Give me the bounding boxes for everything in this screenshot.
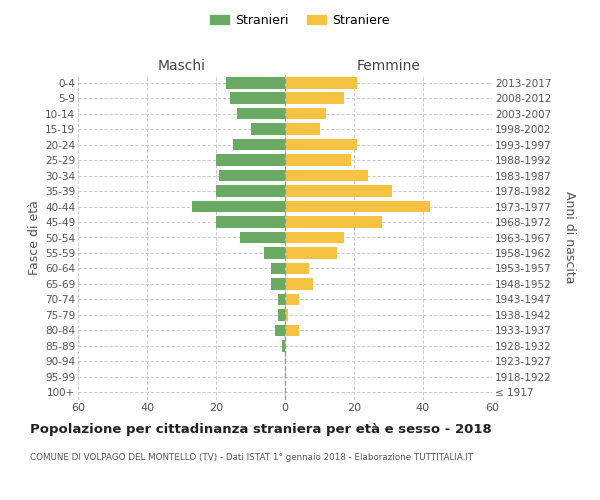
Bar — [271, 278, 285, 289]
Bar — [251, 124, 285, 135]
Bar — [285, 278, 313, 289]
Bar — [220, 170, 285, 181]
Bar — [285, 170, 368, 181]
Bar — [285, 247, 337, 259]
Bar — [285, 232, 344, 243]
Bar — [216, 216, 285, 228]
Bar — [285, 124, 320, 135]
Bar — [237, 108, 285, 120]
Bar — [275, 324, 285, 336]
Bar — [278, 294, 285, 305]
Bar — [285, 216, 382, 228]
Bar — [233, 139, 285, 150]
Text: Femmine: Femmine — [356, 58, 421, 72]
Bar — [285, 186, 392, 197]
Text: Popolazione per cittadinanza straniera per età e sesso - 2018: Popolazione per cittadinanza straniera p… — [30, 422, 492, 436]
Legend: Stranieri, Straniere: Stranieri, Straniere — [205, 8, 395, 32]
Bar — [216, 186, 285, 197]
Bar — [285, 324, 299, 336]
Bar — [285, 92, 344, 104]
Bar — [271, 262, 285, 274]
Bar — [192, 200, 285, 212]
Bar — [216, 154, 285, 166]
Bar — [285, 294, 299, 305]
Bar — [285, 309, 289, 320]
Bar — [265, 247, 285, 259]
Y-axis label: Anni di nascita: Anni di nascita — [563, 191, 575, 284]
Bar — [285, 108, 326, 120]
Bar — [285, 139, 358, 150]
Bar — [278, 309, 285, 320]
Bar — [285, 262, 309, 274]
Bar — [285, 154, 350, 166]
Bar — [281, 340, 285, 351]
Bar — [285, 200, 430, 212]
Y-axis label: Fasce di età: Fasce di età — [28, 200, 41, 275]
Bar — [240, 232, 285, 243]
Text: Maschi: Maschi — [157, 58, 205, 72]
Bar — [230, 92, 285, 104]
Text: COMUNE DI VOLPAGO DEL MONTELLO (TV) - Dati ISTAT 1° gennaio 2018 - Elaborazione : COMUNE DI VOLPAGO DEL MONTELLO (TV) - Da… — [30, 452, 473, 462]
Bar — [285, 77, 358, 88]
Bar — [226, 77, 285, 88]
